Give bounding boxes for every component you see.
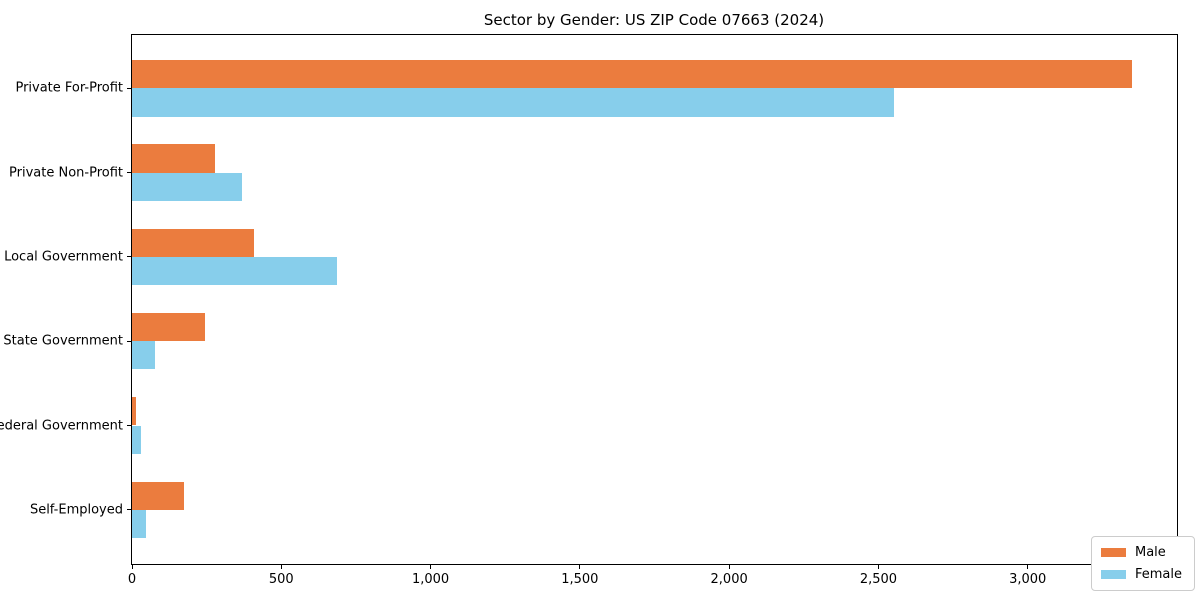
legend-item-female: Female [1100,567,1182,582]
bar-male [132,481,184,510]
category-label: Private Non-Profit [9,165,123,181]
x-tick-mark [579,565,581,569]
x-tick-mark [131,565,133,569]
bar-female [132,509,147,539]
legend-label-male: Male [1134,545,1166,560]
legend-swatch-female-icon [1100,570,1126,579]
chart-title: Sector by Gender: US ZIP Code 07663 (202… [483,11,825,29]
bar-female [132,88,894,117]
y-tick-mark [127,256,131,258]
y-tick-mark [127,172,131,174]
bar-female [132,425,141,454]
category-label: State Government [3,333,123,349]
y-tick-mark [127,509,131,511]
bar-male [132,144,215,173]
bar-male [132,397,137,426]
y-tick-mark [127,87,131,89]
legend-label-female: Female [1134,567,1182,582]
bar-female [132,256,337,286]
x-tick-label: 2,500 [859,572,898,587]
x-tick-mark [728,565,730,569]
x-tick-mark [877,565,879,569]
x-tick-label: 1,000 [411,572,450,587]
axes: Private For-Profit Private Non-Profit Loca… [0,34,1196,587]
category-label: Federal Government [0,418,123,433]
category-label: Private For-Profit [15,80,123,96]
x-tick-label: 0 [127,572,137,587]
category-label: Self-Employed [29,502,123,518]
x-tick-label: 1,500 [561,572,599,587]
bar-male [132,228,255,257]
category-label: Local Government [4,249,123,265]
legend-swatch-male-icon [1100,548,1126,557]
legend-item-male: Male [1100,545,1182,560]
bar-male [132,60,1133,89]
x-tick-mark [280,565,282,569]
y-tick-mark [127,425,131,426]
x-tick-mark [430,565,432,569]
bar-female [132,172,242,201]
x-tick-label: 500 [268,572,294,587]
x-tick-label: 3,000 [1009,572,1047,587]
legend: Male Female [1090,536,1195,591]
bar-female [132,341,156,370]
x-tick-mark [1027,565,1029,569]
y-tick-mark [127,340,131,342]
bar-male [132,312,205,342]
x-tick-label: 2,000 [710,572,748,587]
